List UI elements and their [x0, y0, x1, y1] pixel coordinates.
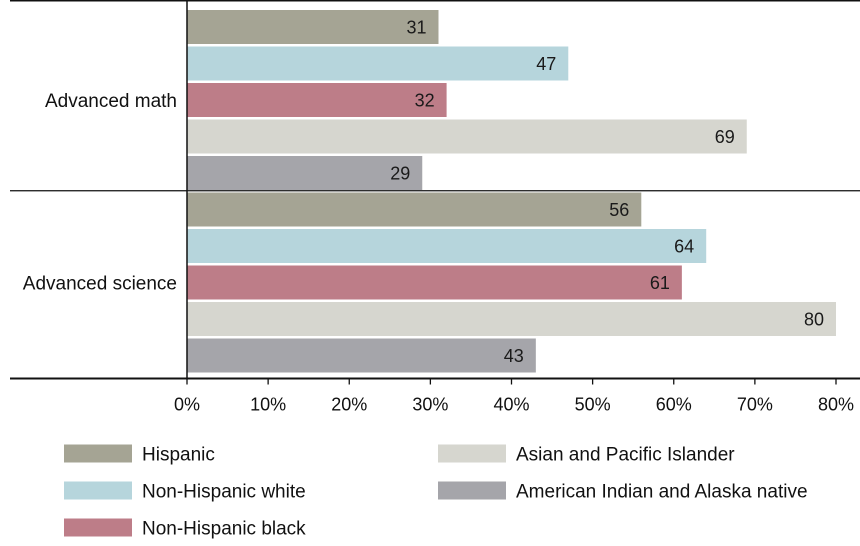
x-tick-label-0: 0% — [174, 395, 200, 415]
bar-advanced-math-non-hispanic-white — [187, 46, 569, 81]
legend-label-non-hispanic-white: Non-Hispanic white — [142, 482, 306, 503]
x-tick-label-6: 60% — [656, 395, 692, 415]
legend-label-american-indian-and-alaska-native: American Indian and Alaska native — [516, 482, 808, 503]
bars-group — [187, 10, 836, 373]
legend-swatch-non-hispanic-black — [64, 518, 132, 537]
axes-group — [10, 0, 860, 380]
bar-advanced-science-non-hispanic-black — [187, 265, 682, 300]
data-label-advanced-science-asian-and-pacific-islander: 80 — [804, 310, 824, 330]
x-tick-label-2: 20% — [331, 395, 367, 415]
data-label-advanced-science-hispanic: 56 — [609, 200, 629, 220]
bar-advanced-science-american-indian-and-alaska-native — [187, 338, 536, 373]
bar-advanced-math-non-hispanic-black — [187, 83, 447, 117]
data-label-advanced-math-american-indian-and-alaska-native: 29 — [390, 164, 410, 184]
legend-swatch-american-indian-and-alaska-native — [438, 481, 506, 500]
legend-swatch-asian-and-pacific-islander — [438, 444, 506, 463]
x-axis-ticks-group: 0% 10% 20% 30% 40% 50% 60% 70% 80% — [174, 378, 854, 415]
bar-advanced-math-hispanic — [187, 10, 439, 44]
legend: Hispanic Non-Hispanic white Non-Hispanic b… — [64, 444, 808, 540]
data-label-advanced-science-non-hispanic-white: 64 — [674, 237, 694, 257]
category-label-advanced-science: Advanced science — [23, 274, 177, 295]
bar-advanced-science-hispanic — [187, 192, 642, 227]
legend-label-hispanic: Hispanic — [142, 445, 215, 466]
legend-label-asian-and-pacific-islander: Asian and Pacific Islander — [516, 445, 735, 466]
legend-label-non-hispanic-black: Non-Hispanic black — [142, 519, 306, 540]
x-tick-label-1: 10% — [250, 395, 286, 415]
data-label-advanced-math-hispanic: 31 — [406, 18, 426, 38]
bar-advanced-science-asian-and-pacific-islander — [187, 302, 836, 336]
data-label-advanced-math-non-hispanic-black: 32 — [415, 91, 435, 111]
x-tick-label-8: 80% — [818, 395, 854, 415]
data-label-advanced-science-non-hispanic-black: 61 — [650, 273, 670, 293]
category-label-advanced-math: Advanced math — [45, 91, 177, 112]
legend-swatch-non-hispanic-white — [64, 481, 132, 500]
data-label-advanced-math-non-hispanic-white: 47 — [536, 54, 556, 74]
x-tick-label-7: 70% — [737, 395, 773, 415]
data-label-advanced-math-asian-and-pacific-islander: 69 — [715, 127, 735, 147]
bar-advanced-math-american-indian-and-alaska-native — [187, 156, 423, 190]
x-tick-label-5: 50% — [575, 395, 611, 415]
bar-advanced-science-non-hispanic-white — [187, 229, 707, 263]
category-labels-group: Advanced math Advanced science — [23, 91, 177, 295]
legend-swatch-hispanic — [64, 444, 132, 463]
x-tick-label-3: 30% — [412, 395, 448, 415]
bar-advanced-math-asian-and-pacific-islander — [187, 119, 747, 154]
data-label-advanced-science-american-indian-and-alaska-native: 43 — [504, 346, 524, 366]
x-tick-label-4: 40% — [493, 395, 529, 415]
